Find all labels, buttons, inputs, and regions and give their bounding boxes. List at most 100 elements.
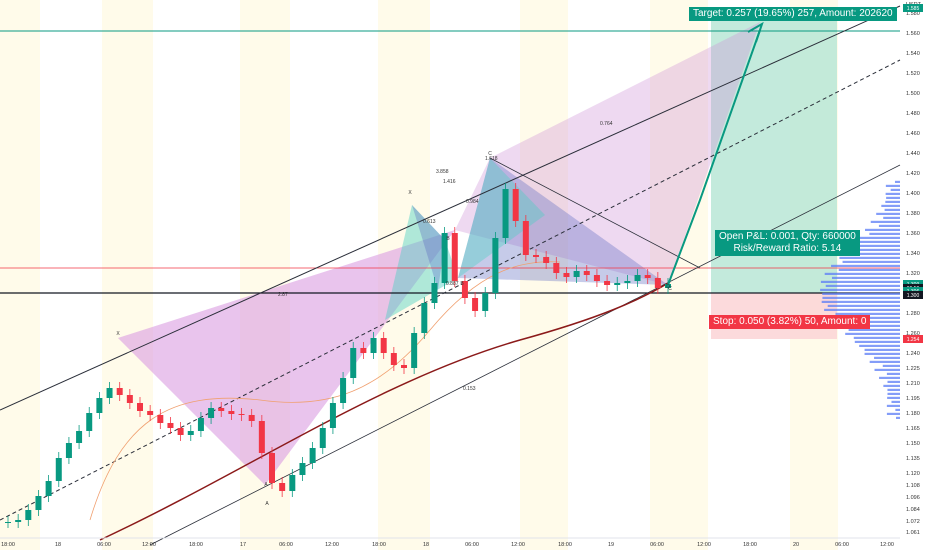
candle-body[interactable] <box>492 238 499 293</box>
candle-body[interactable] <box>401 365 407 368</box>
target-label[interactable]: Target: 0.257 (19.65%) 257, Amount: 2026… <box>689 7 897 21</box>
candle-body[interactable] <box>279 483 286 491</box>
candle-body[interactable] <box>35 496 42 510</box>
candle-body[interactable] <box>248 415 255 421</box>
candle-body[interactable] <box>25 510 32 520</box>
y-tick-label: 1.420 <box>906 171 920 177</box>
candle-body[interactable] <box>461 281 468 298</box>
candle-body[interactable] <box>228 411 235 414</box>
projection-arrowhead <box>747 21 764 43</box>
harmonic-pattern-blue-2[interactable] <box>458 158 668 285</box>
candle-body[interactable] <box>543 257 550 263</box>
candle-body[interactable] <box>421 303 428 333</box>
candle-body[interactable] <box>147 411 154 415</box>
candle-body[interactable] <box>472 298 479 311</box>
candle-body[interactable] <box>5 522 11 523</box>
candle-body[interactable] <box>512 189 519 221</box>
candle-body[interactable] <box>614 283 621 285</box>
x-tick-label: 06:00 <box>835 542 849 548</box>
candle-body[interactable] <box>45 481 52 496</box>
open-pnl-label[interactable]: Open P&L: 0.001, Qty: 660000 Risk/Reward… <box>715 230 860 256</box>
harmonic-point-label: B <box>446 236 450 242</box>
candle-body[interactable] <box>502 189 509 238</box>
candle-body[interactable] <box>583 271 590 275</box>
harmonic-pattern-large[interactable] <box>118 22 760 485</box>
candle-body[interactable] <box>187 431 194 435</box>
candle-body[interactable] <box>553 263 560 273</box>
candle-body[interactable] <box>624 281 631 283</box>
candle-body[interactable] <box>370 338 377 353</box>
candle-body[interactable] <box>218 408 225 411</box>
candle-body[interactable] <box>411 333 418 368</box>
harmonic-point-label: D <box>666 284 670 290</box>
candle-body[interactable] <box>106 388 113 398</box>
candle-body[interactable] <box>533 255 539 257</box>
candle-body[interactable] <box>340 378 347 403</box>
candle-body[interactable] <box>126 395 133 403</box>
harmonic-pattern-teal-2[interactable] <box>458 158 545 278</box>
volume-profile-bar <box>821 300 900 303</box>
candle-body[interactable] <box>431 283 438 303</box>
ratio-label: 3.858 <box>436 169 449 175</box>
harmonic-pattern-teal[interactable] <box>385 205 458 320</box>
volume-profile-bar <box>882 364 900 367</box>
candle-body[interactable] <box>96 398 103 413</box>
y-tick-label: 1.061 <box>906 530 920 536</box>
candle-body[interactable] <box>441 233 448 283</box>
candle-body[interactable] <box>269 453 275 483</box>
channel-middle[interactable] <box>0 59 901 521</box>
trend-line[interactable] <box>489 157 701 269</box>
candle-body[interactable] <box>593 275 600 281</box>
candle-body[interactable] <box>604 281 611 285</box>
candle-body[interactable] <box>665 284 671 288</box>
candle-body[interactable] <box>76 431 83 443</box>
candle-body[interactable] <box>55 458 62 481</box>
candle-body[interactable] <box>654 278 661 288</box>
candle-body[interactable] <box>482 293 489 311</box>
projection-path[interactable] <box>667 29 761 286</box>
ratio-label: 1.416 <box>443 179 456 185</box>
y-tick-label: 1.108 <box>906 483 920 489</box>
candle-body[interactable] <box>350 348 357 378</box>
candle-body[interactable] <box>116 388 123 395</box>
volume-profile-bar <box>824 308 900 311</box>
x-tick-label: 06:00 <box>279 542 293 548</box>
candle-body[interactable] <box>157 415 164 423</box>
candle-body[interactable] <box>289 475 296 491</box>
candle-body[interactable] <box>380 338 387 353</box>
candle-body[interactable] <box>360 348 367 353</box>
candle-body[interactable] <box>644 275 651 278</box>
candle-body[interactable] <box>177 428 184 435</box>
candle-body[interactable] <box>167 423 174 428</box>
stop-label[interactable]: Stop: 0.050 (3.82%) 50, Amount: 0 <box>709 315 871 329</box>
candle-body[interactable] <box>86 413 93 431</box>
candle-body[interactable] <box>137 403 143 411</box>
x-tick-label: 12:00 <box>511 542 525 548</box>
candle-body[interactable] <box>238 414 245 415</box>
candle-body[interactable] <box>15 520 22 522</box>
candle-body[interactable] <box>451 233 458 281</box>
candle-body[interactable] <box>573 271 580 277</box>
price-tag-bg <box>903 291 923 299</box>
candle-body[interactable] <box>563 273 570 277</box>
x-tick-label: 18:00 <box>1 542 15 548</box>
x-tick-label: 18:00 <box>558 542 572 548</box>
candle-body[interactable] <box>65 443 72 458</box>
candle-body[interactable] <box>634 275 641 281</box>
x-tick-label: 18:00 <box>743 542 757 548</box>
ratio-label: 2.87 <box>278 292 288 298</box>
candle-body[interactable] <box>299 463 306 475</box>
x-tick-label: 19 <box>608 542 614 548</box>
candle-body[interactable] <box>197 418 204 431</box>
harmonic-pattern-blue[interactable] <box>412 205 445 290</box>
candle-body[interactable] <box>258 421 265 453</box>
volume-profile-bar <box>853 336 900 339</box>
candle-body[interactable] <box>309 448 316 463</box>
candle-body[interactable] <box>329 403 336 428</box>
candle-body[interactable] <box>208 408 215 418</box>
candle-body[interactable] <box>390 353 397 365</box>
candle-body[interactable] <box>319 428 326 448</box>
candle-body[interactable] <box>522 221 529 255</box>
channel-upper[interactable] <box>0 5 901 411</box>
